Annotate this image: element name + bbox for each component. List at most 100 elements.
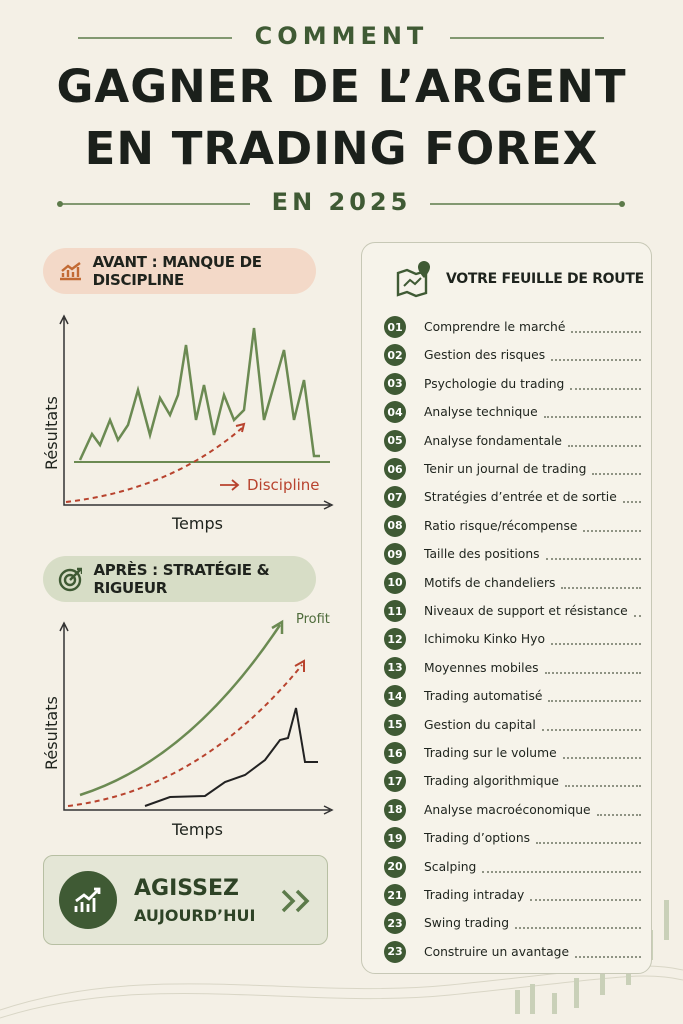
step-number: 17 [384,770,406,793]
step: 18 Analyse macroéconomique [362,798,651,822]
roadmap-panel: VOTRE FEUILLE DE ROUTE 01 Comprendre le m… [361,242,652,974]
step-number: 21 [384,884,406,906]
step-label: Analyse fondamentale [424,433,562,448]
step-label: Trading automatisé [424,689,543,704]
step: 13 Moyennes mobiles [362,656,651,680]
step-number: 13 [384,656,406,679]
step: 19 Trading d’options [362,826,651,850]
step: 06 Tenir un journal de trading [362,457,651,481]
step-label: Swing trading [424,916,510,931]
title-line: EN TRADING FOREX [84,122,599,175]
step: 23 Construire un avantage [362,940,651,964]
step-label: Motifs de chandeliers [424,575,556,590]
step-label: Scalping [424,859,477,874]
step-number: 16 [384,742,406,764]
leader-dots [550,633,641,646]
cta-button[interactable]: AGISSEZ AUJOURD’HUI [43,855,328,945]
roadmap-icon [396,261,430,298]
step-label: Construire un avantage [424,944,570,959]
step-label: Trading d’options [424,831,531,846]
annotation: Discipline [247,476,320,494]
step-label: Gestion des risques [424,348,546,363]
leader-dots [541,719,641,731]
leader-dots [592,463,641,475]
step-number: 01 [384,316,406,338]
step-number: 14 [384,685,406,708]
leader-dots [567,435,641,447]
before-label: AVANT : MANQUE DE DISCIPLINE [43,248,316,294]
step-label: Trading intraday [424,888,525,902]
step: 08 Ratio risque/récompense [362,514,651,538]
step: 23 Swing trading [362,911,651,935]
kicker: COMMENT [254,22,429,50]
step: 12 Ichimoku Kinko Hyo [362,627,651,651]
step-number: 04 [384,401,406,424]
leader-dots [575,946,641,958]
step-number: 08 [384,514,406,537]
subtitle: EN 2025 [271,188,412,216]
step: 20 Scalping [362,855,651,879]
chart-after [59,619,334,815]
step-number: 23 [384,940,406,963]
step-label: Ichimoku Kinko Hyo [424,632,545,647]
title-line: GAGNER DE L’ARGENT [56,60,627,113]
step-label: Taille des positions [424,547,540,562]
leader-dots [544,662,641,674]
step-label: Analyse technique [424,405,538,420]
leader-dots [562,747,641,759]
step-number: 09 [384,543,406,566]
leader-dots [561,577,641,589]
y-axis-label: Résultats [42,396,61,470]
leader-dots [622,491,641,504]
leader-dots [482,861,641,873]
x-axis-label: Temps [172,820,223,839]
step-number: 02 [384,344,406,367]
step-label: Gestion du capital [424,717,536,732]
step: 04 Analyse technique [362,400,651,424]
step-number: 11 [384,600,406,622]
step: 09 Taille des positions [362,542,651,566]
leader-dots [596,804,641,816]
step-number: 15 [384,713,406,736]
roadmap-title: VOTRE FEUILLE DE ROUTE [446,271,644,287]
step: 05 Analyse fondamentale [362,429,651,453]
leader-dots [543,406,641,419]
x-axis-label: Temps [172,514,223,533]
step-number: 10 [384,571,406,594]
step: 14 Trading automatisé [362,684,651,708]
leader-dots [570,378,641,390]
step-number: 07 [384,486,406,509]
step-label: Stratégies d’entrée et de sortie [424,490,617,505]
cta-line2: AUJOURD’HUI [134,906,256,925]
annotation: Profit [296,612,330,627]
leader-dots [515,917,641,930]
step-number: 19 [384,827,406,850]
step-label: Psychologie du trading [424,376,565,391]
cta-line1: AGISSEZ [134,876,239,901]
leader-dots [564,775,641,788]
leader-dots [551,349,641,362]
step: 21 Trading intraday [362,883,651,907]
step-number: 23 [384,912,406,935]
leader-dots [571,321,641,333]
step-label: Ratio risque/récompense [424,518,578,533]
step-number: 06 [384,458,406,480]
step: 16 Trading sur le volume [362,741,651,765]
step-number: 03 [384,372,406,395]
step: 11 Niveaux de support et résistance [362,599,651,623]
step-label: Tenir un journal de trading [424,462,587,476]
after-label: APRÈS : STRATÉGIE & RIGUEUR [43,556,316,602]
leader-dots [545,548,641,561]
leader-dots [548,690,641,703]
step-label: Comprendre le marché [424,320,566,334]
leader-dots [536,832,641,845]
leader-dots [583,520,641,532]
step-label: Trading algorithmique [424,774,559,789]
step-label: Moyennes mobiles [424,660,539,675]
step: 01 Comprendre le marché [362,315,651,339]
chart-before [59,314,334,510]
after-label-text: APRÈS : STRATÉGIE & RIGUEUR [93,561,270,597]
step-label: Niveaux de support et résistance [424,604,628,618]
step: 02 Gestion des risques [362,343,651,367]
